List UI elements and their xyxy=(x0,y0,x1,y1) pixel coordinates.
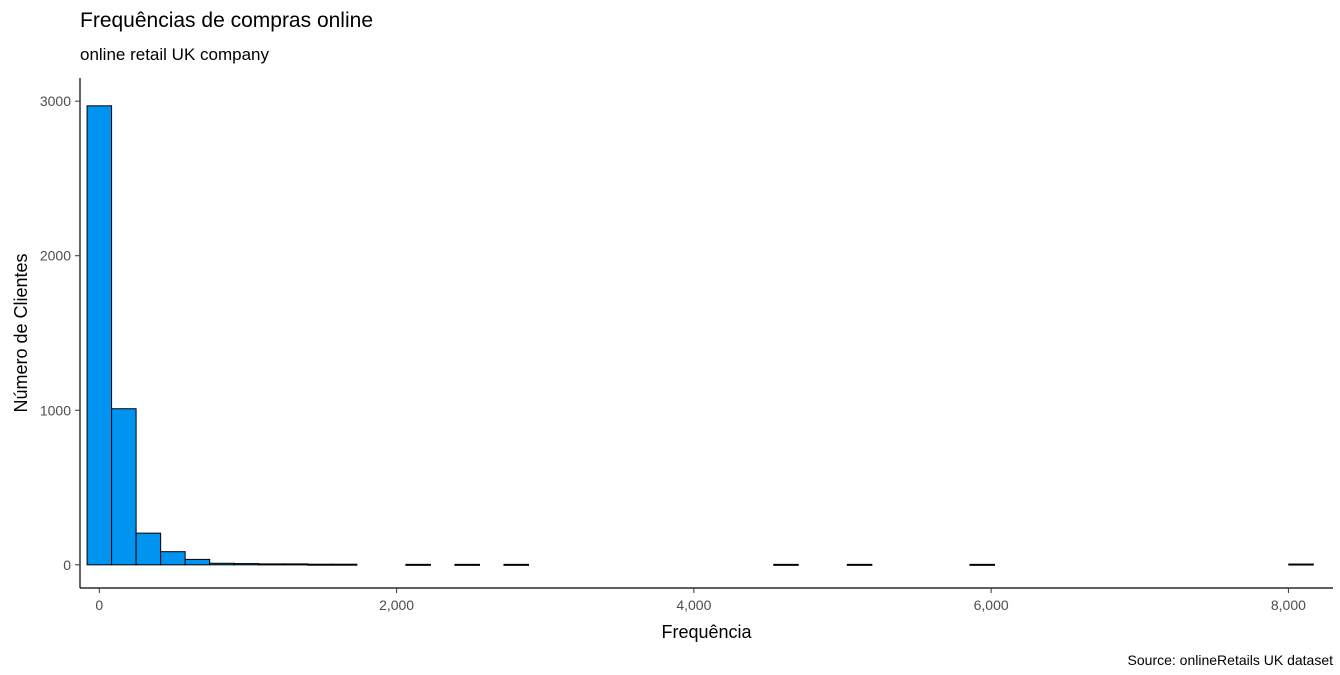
histogram-bar xyxy=(331,563,358,566)
histogram-bar xyxy=(405,563,431,566)
histogram-bar xyxy=(233,563,260,566)
histogram-bar xyxy=(307,563,333,566)
histogram-bar xyxy=(503,563,530,566)
histogram-bar xyxy=(209,562,235,566)
y-tick-label: 0 xyxy=(63,557,71,573)
y-axis-title: Número de Clientes xyxy=(11,253,31,412)
chart-caption: Source: onlineRetails UK dataset xyxy=(1127,652,1333,668)
histogram-bar xyxy=(111,408,137,566)
histogram-bar xyxy=(160,551,186,566)
x-tick-label: 2,000 xyxy=(379,597,414,613)
chart-subtitle: online retail UK company xyxy=(80,45,269,64)
histogram-bar xyxy=(184,558,211,566)
x-axis-title: Frequência xyxy=(661,622,752,642)
x-tick-label: 6,000 xyxy=(974,597,1009,613)
y-tick-label: 1000 xyxy=(40,402,71,418)
x-axis-ticks: 0 2,000 4,000 6,000 8,000 xyxy=(95,588,1306,613)
histogram-bar xyxy=(846,563,873,566)
x-tick-label: 4,000 xyxy=(676,597,711,613)
chart-title: Frequências de compras online xyxy=(80,9,373,32)
histogram-bar xyxy=(258,563,284,566)
x-tick-label: 8,000 xyxy=(1271,597,1306,613)
histogram-bar xyxy=(282,563,309,566)
histogram-bar xyxy=(773,563,799,566)
bars-group xyxy=(86,105,1314,566)
histogram-bar xyxy=(1288,563,1314,566)
x-tick-label: 0 xyxy=(95,597,103,613)
y-tick-label: 2000 xyxy=(40,248,71,264)
y-axis-ticks: 0 1000 2000 3000 xyxy=(40,93,80,573)
histogram-bar xyxy=(454,563,480,566)
y-tick-label: 3000 xyxy=(40,93,71,109)
histogram-bar xyxy=(135,532,162,566)
histogram-bar xyxy=(969,563,995,566)
histogram-bar xyxy=(86,105,113,566)
